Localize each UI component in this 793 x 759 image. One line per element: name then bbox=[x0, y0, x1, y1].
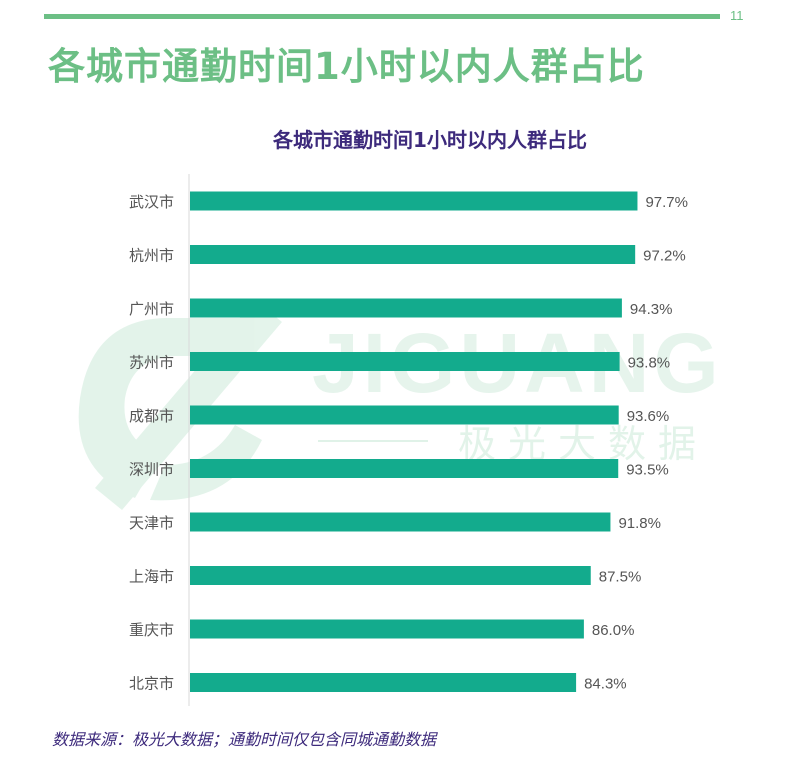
bar bbox=[190, 191, 638, 211]
page-number: 11 bbox=[730, 8, 744, 23]
chart-title: 各城市通勤时间1小时以内人群占比 bbox=[273, 128, 587, 152]
bar bbox=[190, 566, 591, 585]
bar bbox=[190, 405, 619, 425]
bar bbox=[190, 245, 636, 264]
category-label: 广州市 bbox=[129, 300, 174, 318]
bar bbox=[190, 512, 611, 532]
bar bbox=[190, 352, 620, 371]
value-label: 84.3% bbox=[584, 676, 627, 693]
source-note: 数据来源：极光大数据；通勤时间仅包含同城通勤数据 bbox=[52, 730, 437, 749]
category-label: 成都市 bbox=[129, 407, 174, 425]
value-label: 86.0% bbox=[592, 622, 635, 639]
value-label: 87.5% bbox=[599, 569, 642, 586]
value-label: 93.8% bbox=[628, 355, 671, 372]
category-label: 天津市 bbox=[129, 514, 174, 532]
category-label: 重庆市 bbox=[129, 621, 174, 639]
bar bbox=[190, 298, 622, 318]
top-rule bbox=[44, 14, 720, 19]
category-label: 深圳市 bbox=[129, 461, 174, 479]
value-label: 97.7% bbox=[645, 194, 688, 211]
bar bbox=[190, 619, 584, 639]
value-label: 94.3% bbox=[630, 301, 673, 318]
value-label: 91.8% bbox=[618, 515, 661, 532]
bar bbox=[190, 673, 577, 692]
value-label: 93.6% bbox=[627, 408, 670, 425]
category-label: 北京市 bbox=[129, 675, 174, 693]
category-label: 武汉市 bbox=[129, 193, 174, 211]
bar bbox=[190, 459, 619, 478]
category-label: 杭州市 bbox=[129, 247, 174, 265]
page-title: 各城市通勤时间1小时以内人群占比 bbox=[48, 45, 645, 88]
category-label: 上海市 bbox=[129, 568, 174, 586]
value-label: 93.5% bbox=[626, 462, 669, 479]
category-label: 苏州市 bbox=[129, 354, 174, 372]
value-label: 97.2% bbox=[643, 248, 686, 265]
